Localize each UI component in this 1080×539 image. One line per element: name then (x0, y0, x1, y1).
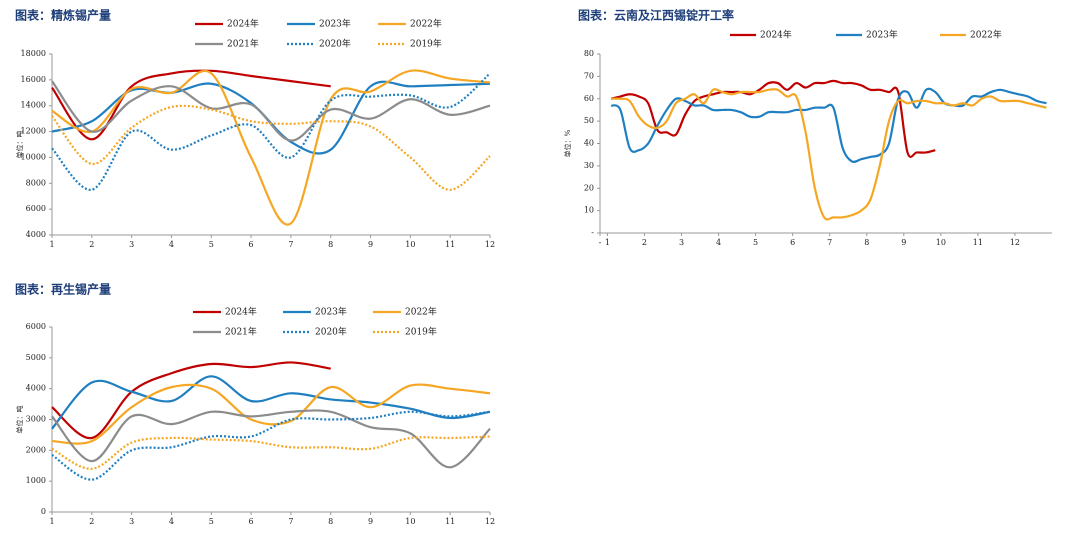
y-tick-label: 5000 (26, 353, 46, 362)
x-tick-label: 4 (716, 238, 721, 247)
y-tick-label: 30 (584, 161, 594, 170)
x-tick-label: 6 (790, 238, 795, 247)
x-tick-label: 12 (485, 517, 495, 526)
series-line (51, 375, 491, 430)
series-line (610, 87, 1047, 164)
x-tick-label: 4 (169, 240, 174, 249)
y-tick-label: 50 (584, 116, 594, 125)
y-tick-label: 6000 (26, 322, 46, 331)
y-tick-label: 16000 (21, 75, 46, 84)
legend-label: 2024年 (227, 18, 259, 30)
y-tick-label: 10000 (21, 152, 46, 161)
x-tick-label: 7 (288, 517, 293, 526)
legend-label: 2020年 (315, 326, 347, 338)
y-tick-label: 10 (584, 206, 594, 215)
y-tick-label: 20 (584, 183, 594, 192)
x-tick-label: 10 (936, 238, 946, 247)
y-tick-label: 40 (584, 139, 594, 148)
y-tick-label: 12000 (21, 127, 46, 136)
x-tick-label: 2 (89, 240, 94, 249)
series-line (610, 79, 936, 158)
legend-label: 2023年 (319, 18, 351, 30)
x-tick-label: 5 (209, 517, 214, 526)
series-line (51, 80, 491, 142)
chart-title: 图表：再生锡产量 (15, 282, 111, 297)
legend-label: 2023年 (315, 306, 347, 318)
series-line (51, 69, 491, 226)
y-tick-label: 14000 (21, 101, 46, 110)
y-tick-label: 18000 (21, 49, 46, 58)
y-axis-label: 单位：吨 (15, 131, 24, 159)
series-line (611, 88, 1047, 221)
x-tick-label: 10 (405, 240, 415, 249)
x-tick-label: - (599, 238, 602, 247)
legend-label: 2020年 (319, 38, 351, 50)
x-tick-label: 1 (49, 517, 54, 526)
y-tick-label: 60 (584, 94, 594, 103)
x-tick-label: 11 (445, 240, 455, 249)
y-tick-label: 2000 (26, 445, 46, 454)
y-tick-label: 4000 (26, 384, 46, 393)
x-tick-label: 9 (901, 238, 906, 247)
y-tick-label: 0 (41, 507, 46, 516)
x-tick-label: 8 (328, 517, 333, 526)
y-tick-label: 6000 (26, 204, 46, 213)
y-tick-label: 4000 (26, 230, 46, 239)
y-tick-label: 8000 (26, 178, 46, 187)
y-tick-label: 80 (584, 49, 594, 58)
x-tick-label: 9 (368, 517, 373, 526)
legend-label: 2022年 (405, 306, 437, 318)
x-tick-label: 3 (129, 517, 134, 526)
x-tick-label: 7 (827, 238, 832, 247)
x-tick-label: 11 (973, 238, 983, 247)
series-line (51, 361, 331, 440)
legend-label: 2021年 (225, 326, 257, 338)
chart-title: 图表：精炼锡产量 (15, 8, 111, 23)
y-axis-label: 单位：吨 (15, 406, 24, 434)
x-tick-label: 8 (328, 240, 333, 249)
legend-label: 2019年 (405, 326, 437, 338)
legend-label: 2023年 (866, 29, 898, 41)
y-axis-label: 单位：% (563, 129, 572, 157)
x-tick-label: 12 (485, 240, 495, 249)
series-line (51, 383, 491, 445)
series-line (51, 104, 491, 191)
y-tick-label: 1000 (26, 476, 46, 485)
legend-label: 2022年 (410, 18, 442, 30)
series-line (51, 409, 491, 469)
legend-label: 2022年 (970, 29, 1002, 41)
y-tick-label: 70 (584, 71, 594, 80)
x-tick-label: 6 (249, 240, 254, 249)
y-tick-label: - (591, 228, 594, 237)
x-tick-label: 12 (1010, 238, 1020, 247)
x-tick-label: 5 (209, 240, 214, 249)
legend-label: 2024年 (225, 306, 257, 318)
x-tick-label: 5 (753, 238, 758, 247)
x-tick-label: 2 (642, 238, 647, 247)
y-tick-label: 3000 (26, 415, 46, 424)
x-tick-label: 2 (89, 517, 94, 526)
x-tick-label: 3 (129, 240, 134, 249)
x-tick-label: 7 (288, 240, 293, 249)
x-tick-label: 8 (864, 238, 869, 247)
series-line (51, 69, 331, 141)
x-tick-label: 3 (679, 238, 684, 247)
x-tick-label: 11 (445, 517, 455, 526)
x-tick-label: 9 (368, 240, 373, 249)
x-tick-label: 4 (169, 517, 174, 526)
legend-label: 2021年 (227, 38, 259, 50)
series-line (51, 435, 491, 470)
x-tick-label: 1 (605, 238, 610, 247)
x-tick-label: 10 (405, 517, 415, 526)
series-line (51, 72, 491, 191)
series-line (51, 410, 491, 481)
chart-title: 图表：云南及江西锡锭开工率 (578, 8, 734, 23)
x-tick-label: 6 (249, 517, 254, 526)
x-tick-label: 1 (49, 240, 54, 249)
legend-label: 2019年 (410, 38, 442, 50)
legend-label: 2024年 (760, 29, 792, 41)
